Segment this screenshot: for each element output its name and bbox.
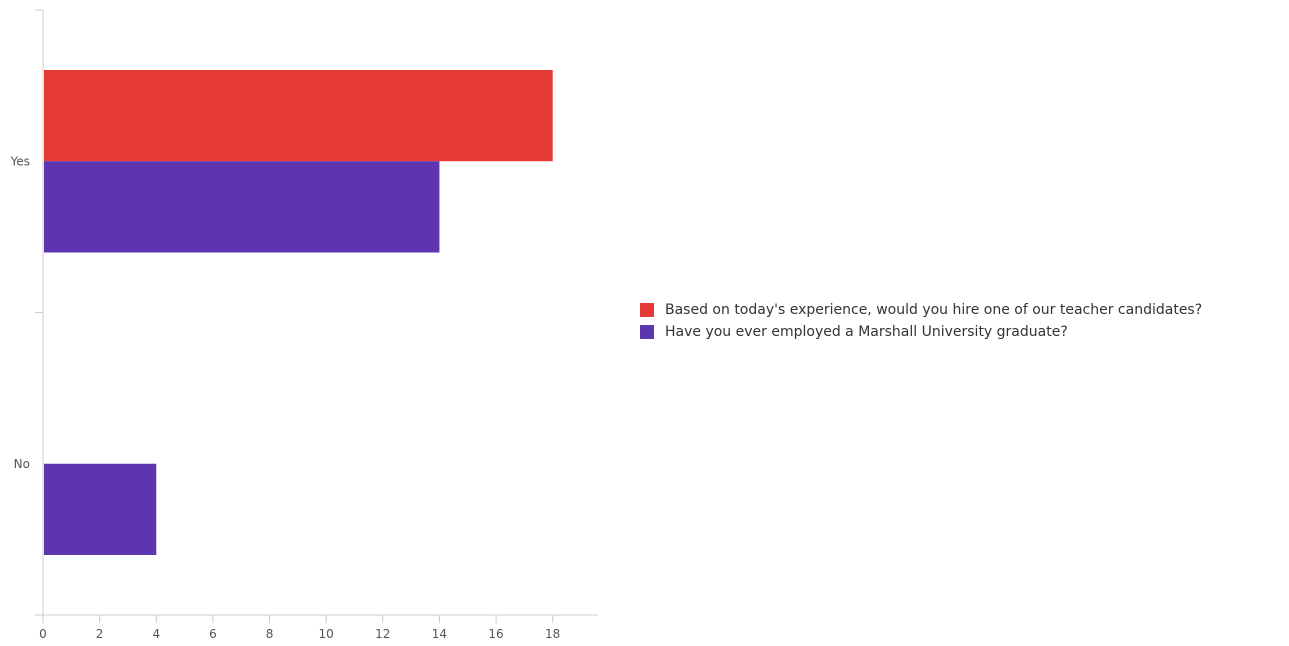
category-label: No (14, 457, 30, 471)
x-tick-label: 8 (266, 627, 274, 641)
x-tick-label: 14 (432, 627, 447, 641)
legend-swatch (640, 303, 654, 317)
x-tick-label: 16 (488, 627, 503, 641)
chart-legend: Based on today's experience, would you h… (640, 300, 1202, 344)
bar-yes-series-1 (44, 70, 553, 162)
chart-axes (35, 9, 598, 623)
x-tick-label: 4 (152, 627, 160, 641)
bar-chart: 0 2 4 6 8 10 12 14 16 18 Yes No (10, 9, 598, 641)
bar-no-series-2 (44, 463, 157, 555)
x-tick-label: 10 (319, 627, 334, 641)
x-tick-label: 18 (545, 627, 560, 641)
legend-label: Based on today's experience, would you h… (665, 302, 1203, 318)
legend-label: Have you ever employed a Marshall Univer… (665, 324, 1068, 340)
x-tick-label: 2 (96, 627, 104, 641)
legend-item: Have you ever employed a Marshall Univer… (640, 322, 1202, 342)
chart-labels: 0 2 4 6 8 10 12 14 16 18 Yes No (10, 154, 561, 641)
category-label: Yes (10, 154, 30, 168)
legend-item: Based on today's experience, would you h… (640, 300, 1202, 320)
legend-swatch (640, 325, 654, 339)
chart-bars (44, 70, 553, 555)
x-tick-label: 0 (39, 627, 47, 641)
x-tick-label: 12 (375, 627, 390, 641)
x-tick-label: 6 (209, 627, 217, 641)
bar-yes-series-2 (44, 161, 440, 253)
